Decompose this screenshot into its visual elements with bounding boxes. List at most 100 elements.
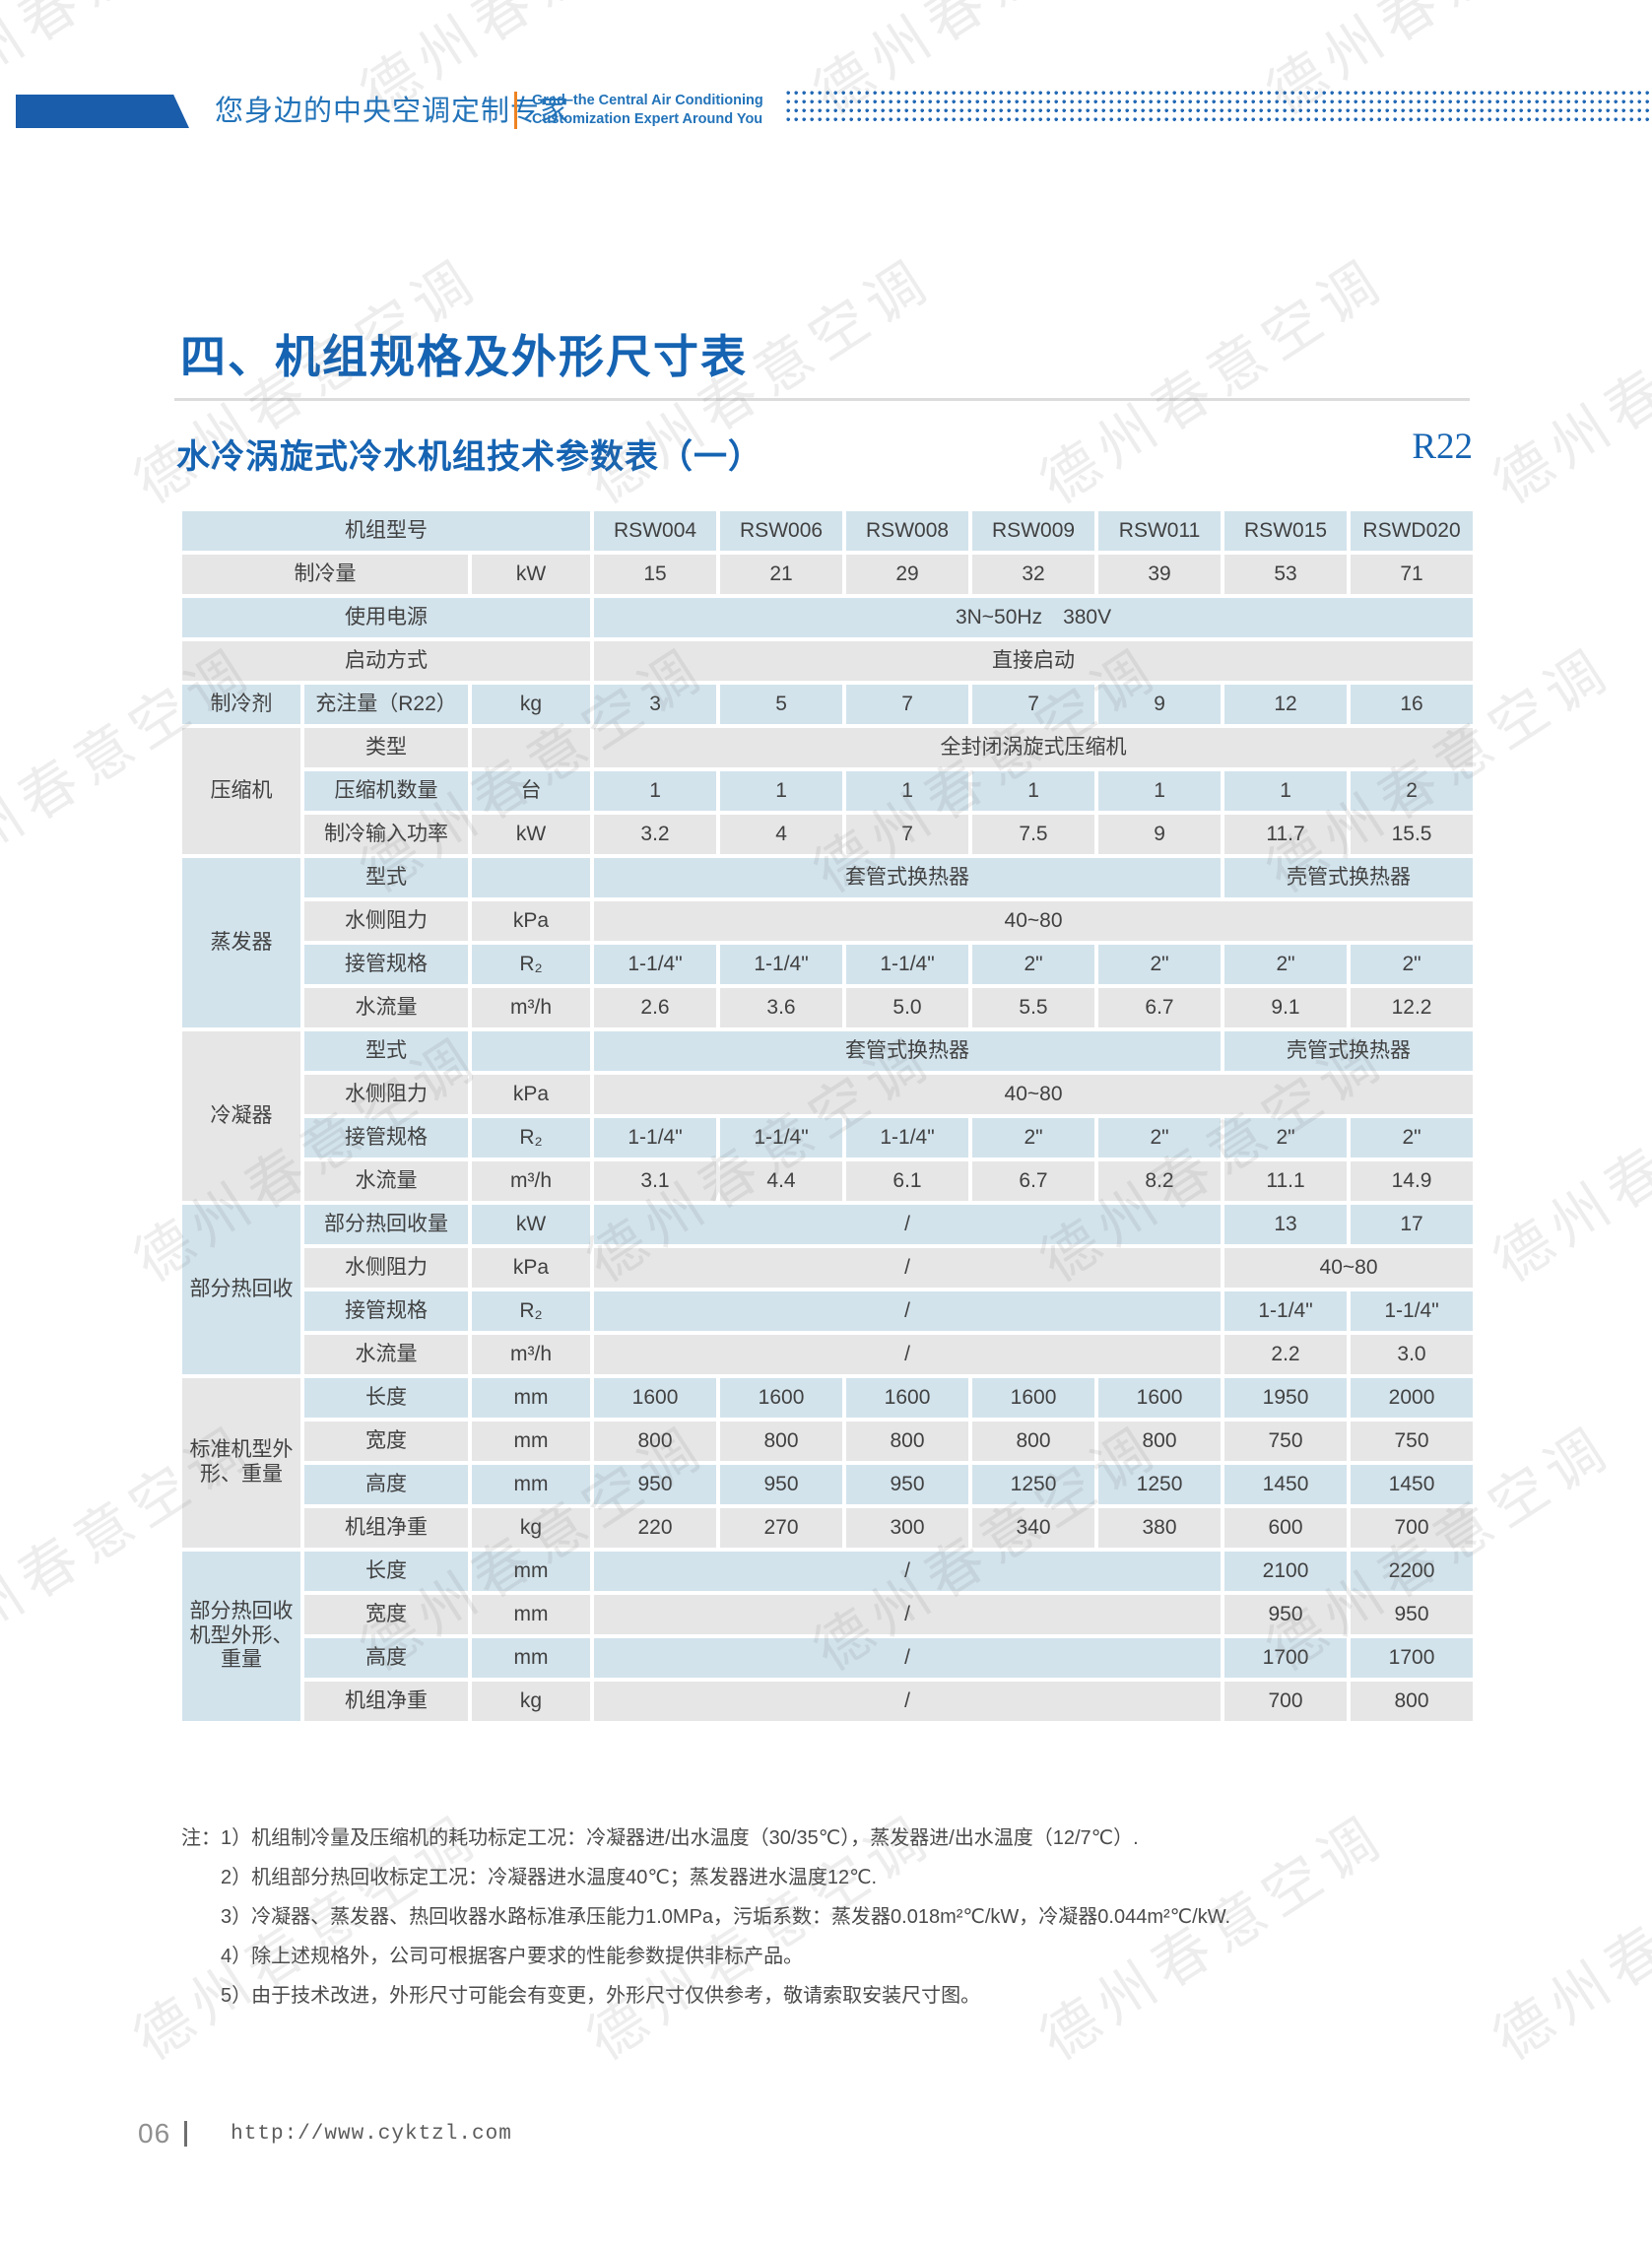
table-cell [472, 728, 591, 767]
table-row: 部分热回收 机型外形、 重量 长度 mm/2100 2200 [182, 1552, 1474, 1721]
table-cell: 型式 [304, 1031, 468, 1071]
table-cell: 5 [720, 685, 843, 724]
table-cell: 3 [594, 685, 717, 724]
table-cell: mm [472, 1595, 591, 1634]
table-cell: RSW008 [846, 511, 969, 551]
site-url[interactable]: http://www.cyktzl.com [231, 2122, 512, 2146]
table-cell: 2" [1098, 945, 1222, 984]
table-cell: 8.2 [1098, 1161, 1222, 1201]
table-cell: 2" [1351, 1118, 1474, 1158]
table-row: 蒸发器 型式 套管式换热器 壳管式换热器 [182, 858, 1474, 1027]
table-row: 制冷剂 充注量（R22） kg 3 5 7 7 9 12 16 [182, 685, 1474, 724]
table-cell: 1-1/4" [720, 945, 843, 984]
table-cell: kPa [472, 1248, 591, 1288]
table-cell: 1700 [1224, 1638, 1348, 1678]
table-cell: 800 [720, 1422, 843, 1461]
brand-tagline-en: Grad–the Central Air Conditioning Custom… [532, 92, 763, 129]
table-cell: 300 [846, 1508, 969, 1548]
table-cell: R₂ [472, 945, 591, 984]
table-cell: 压缩机数量 [304, 771, 468, 811]
table-row: 压缩机数量台 1 1 1 1 1 1 2 [182, 771, 1474, 811]
table-cell: 2" [1224, 945, 1348, 984]
note-prefix: 注： [181, 1827, 221, 1849]
table-cell: / [594, 1335, 1222, 1374]
table-cell: 1600 [720, 1378, 843, 1418]
table-cell: 全封闭涡旋式压缩机 [594, 728, 1474, 767]
table-cell: 800 [594, 1422, 717, 1461]
table-row: 水流量 m³/h 2.6 3.6 5.0 5.5 6.7 9.1 12.2 [182, 988, 1474, 1027]
table-cell: 水流量 [304, 1161, 468, 1201]
table-cell: RSW011 [1098, 511, 1222, 551]
table-cell: RSW006 [720, 511, 843, 551]
table-cell: 1 [1224, 771, 1348, 811]
table-cell: kPa [472, 901, 591, 941]
table-cell: 壳管式换热器 [1224, 858, 1474, 897]
table-cell: 270 [720, 1508, 843, 1548]
table-cell: 壳管式换热器 [1224, 1031, 1474, 1071]
table-cell: 71 [1351, 555, 1474, 594]
table-cell: / [594, 1248, 1222, 1288]
table-cell: 600 [1224, 1508, 1348, 1548]
table-cell: mm [472, 1422, 591, 1461]
table-cell: 2" [972, 945, 1095, 984]
table-row: 制冷量 kW 15 21 29 32 39 53 71 [182, 555, 1474, 594]
table-cell: 800 [846, 1422, 969, 1461]
table-cell: 750 [1351, 1422, 1474, 1461]
watermark-text: 德州春意空调 [1483, 1025, 1652, 1294]
table-cell: 4 [720, 815, 843, 854]
table-cell: 水流量 [304, 1335, 468, 1374]
table-cell: 1250 [972, 1465, 1095, 1504]
brand-tagline-en-line2: Customization Expert Around You [532, 111, 763, 127]
table-row: 部分热回收 部分热回收量 kW/13 17 [182, 1205, 1474, 1374]
table-cell: R₂ [472, 1291, 591, 1331]
table-cell: 16 [1351, 685, 1474, 724]
table-cell: 950 [594, 1465, 717, 1504]
table-cell: 2" [1098, 1118, 1222, 1158]
table-cell: 7 [846, 815, 969, 854]
table-cell: 13 [1224, 1205, 1348, 1244]
table-cell: 3.6 [720, 988, 843, 1027]
note-line: 4）除上述规格外，公司可根据客户要求的性能参数提供非标产品。 [221, 1946, 804, 1967]
table-cell: kW [472, 1205, 591, 1244]
table-cell: 220 [594, 1508, 717, 1548]
table-cell: 53 [1224, 555, 1348, 594]
table-cell: RSW004 [594, 511, 717, 551]
table-cell: 制冷量 [182, 555, 468, 594]
table-cell: / [594, 1595, 1222, 1634]
table-cell: kg [472, 1682, 591, 1721]
table-row: 接管规格 R₂/1-1/4" 1-1/4" [182, 1291, 1474, 1331]
table-row: 机组型号 RSW004 RSW006 RSW008 RSW009 RSW011 RSW015… [182, 511, 1474, 551]
table-cell: 15.5 [1351, 815, 1474, 854]
table-cell: 15 [594, 555, 717, 594]
table-row: 水流量 m³/h/2.2 3.0 [182, 1335, 1474, 1374]
table-row: 高度 mm/1700 1700 [182, 1638, 1474, 1678]
table-group-cell: 部分热回收 [182, 1205, 300, 1374]
table-cell: 950 [1351, 1595, 1474, 1634]
table-cell: 1-1/4" [1351, 1291, 1474, 1331]
table-cell: kPa [472, 1075, 591, 1114]
table-cell: 接管规格 [304, 1291, 468, 1331]
table-cell: 套管式换热器 [594, 858, 1222, 897]
watermark-text: 德州春意空调 [1483, 246, 1652, 516]
table-cell: 3.2 [594, 815, 717, 854]
table-cell: 机组型号 [182, 511, 591, 551]
table-cell: 1-1/4" [1224, 1291, 1348, 1331]
table-cell: 950 [1224, 1595, 1348, 1634]
table-cell: kg [472, 685, 591, 724]
table-cell: m³/h [472, 1161, 591, 1201]
table-cell: 1450 [1224, 1465, 1348, 1504]
table-cell: 2200 [1351, 1552, 1474, 1591]
table-cell: 800 [972, 1422, 1095, 1461]
table-cell: / [594, 1638, 1222, 1678]
table-cell: 1600 [1098, 1378, 1222, 1418]
table-cell: 部分热回收量 [304, 1205, 468, 1244]
table-cell: 高度 [304, 1638, 468, 1678]
table-cell: 6.7 [1098, 988, 1222, 1027]
table-cell: 2" [1351, 945, 1474, 984]
table-cell: 1700 [1351, 1638, 1474, 1678]
footer-bar-icon [184, 2121, 188, 2147]
table-cell: 700 [1351, 1508, 1474, 1548]
table-row: 水侧阻力 kPa 40~80 [182, 1075, 1474, 1114]
table-cell: kg [472, 1508, 591, 1548]
